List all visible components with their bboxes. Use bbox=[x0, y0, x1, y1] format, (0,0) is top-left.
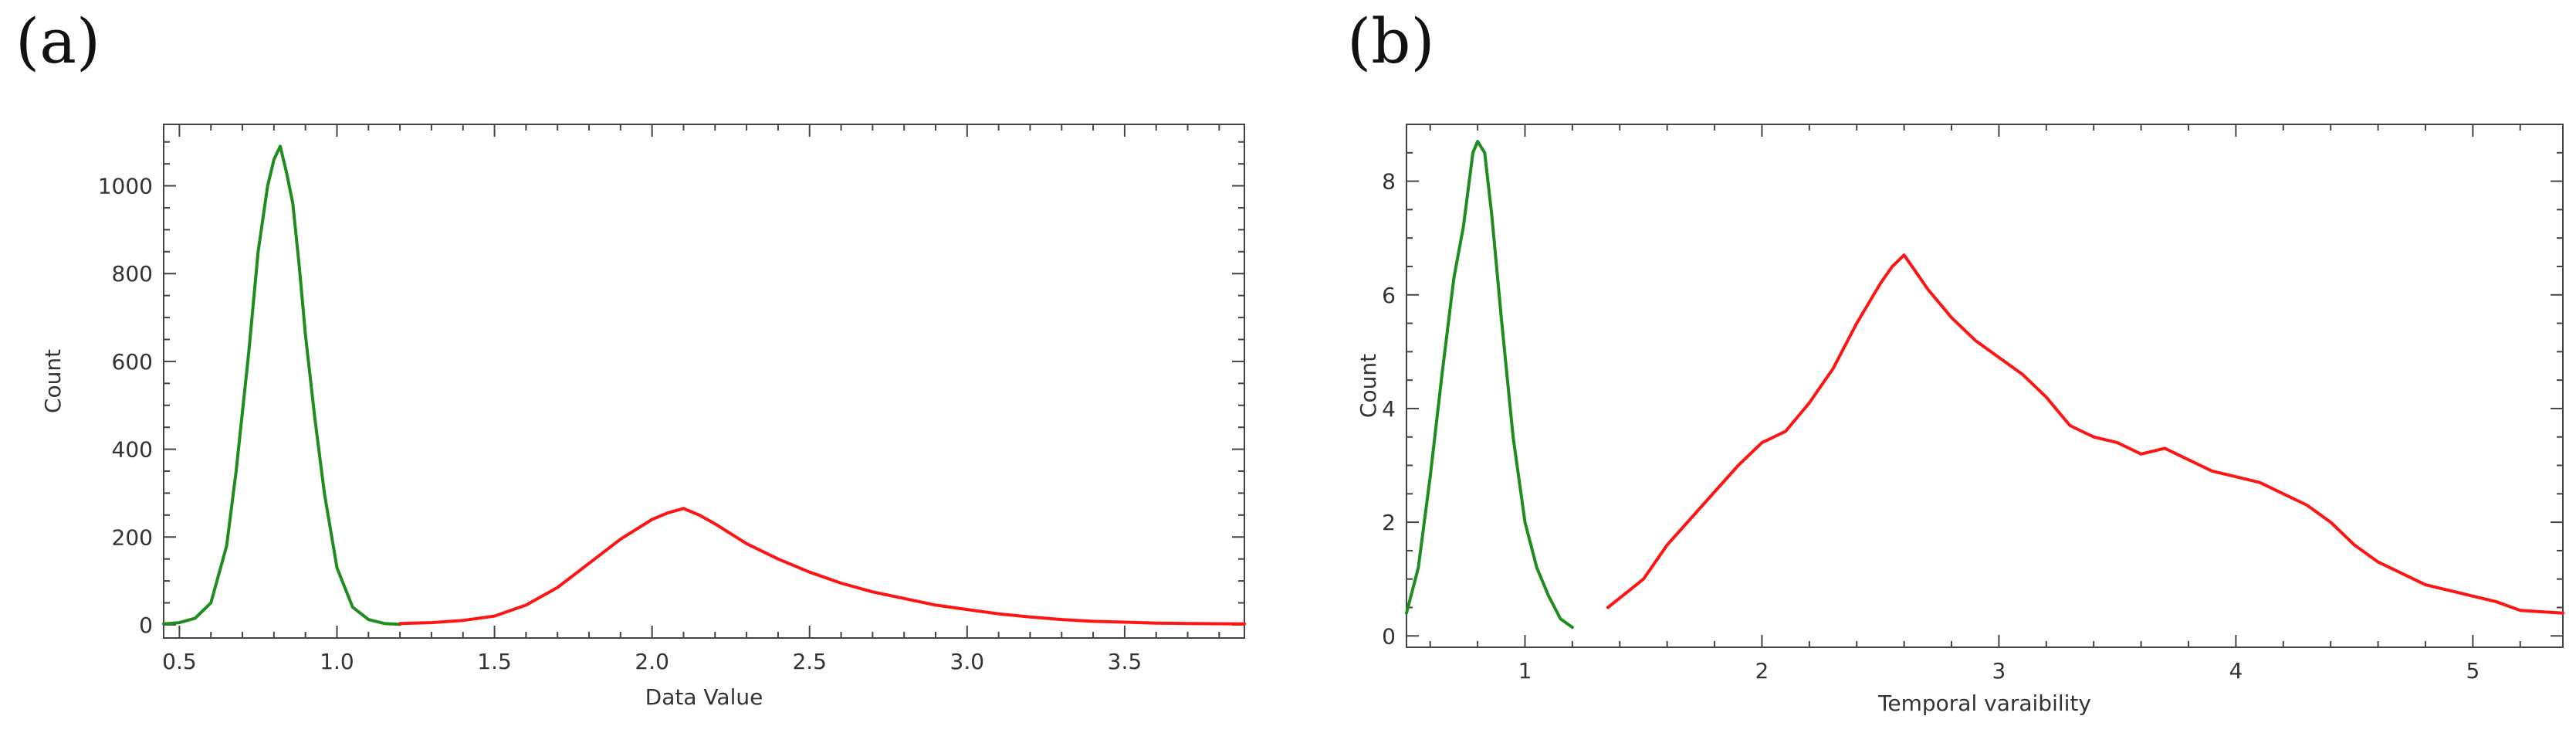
x-tick-label: 2.0 bbox=[635, 649, 669, 674]
x-tick-label: 1 bbox=[1518, 658, 1532, 684]
x-tick-label: 3.5 bbox=[1108, 649, 1142, 674]
y-tick-label: 600 bbox=[112, 349, 153, 375]
series-line-green bbox=[162, 144, 402, 626]
series-line-green bbox=[1405, 140, 1574, 629]
x-tick-label: 4 bbox=[2229, 658, 2243, 684]
panel-label-a: (a) bbox=[15, 5, 101, 77]
y-tick-label: 800 bbox=[112, 261, 153, 287]
y-tick-label: 2 bbox=[1382, 510, 1396, 535]
x-tick-label: 5 bbox=[2466, 658, 2480, 684]
y-tick-label: 4 bbox=[1382, 396, 1396, 422]
y-tick-label: 200 bbox=[112, 524, 153, 550]
x-tick-label: 1.0 bbox=[320, 649, 354, 674]
x-tick-label: 0.5 bbox=[162, 649, 197, 674]
y-tick-label: 400 bbox=[112, 437, 153, 463]
y-axis-label: Count bbox=[1356, 354, 1381, 418]
series-line-red bbox=[398, 507, 1246, 626]
panel-label-b: (b) bbox=[1347, 5, 1435, 77]
x-axis-label: Data Value bbox=[645, 684, 763, 710]
x-tick-label: 2 bbox=[1755, 658, 1769, 684]
x-tick-label: 1.5 bbox=[477, 649, 512, 674]
plot-frame bbox=[1406, 124, 2564, 648]
x-tick-label: 3 bbox=[1992, 658, 2006, 684]
y-axis-label: Count bbox=[40, 349, 66, 413]
x-tick-label: 2.5 bbox=[792, 649, 827, 674]
y-tick-label: 1000 bbox=[98, 174, 153, 199]
series-line-red bbox=[1606, 253, 2564, 615]
x-tick-label: 3.0 bbox=[950, 649, 985, 674]
y-tick-label: 6 bbox=[1382, 283, 1396, 308]
y-tick-label: 8 bbox=[1382, 169, 1396, 195]
y-tick-label: 0 bbox=[139, 613, 153, 638]
x-axis-label: Temporal varaibility bbox=[1877, 691, 2091, 716]
plot-frame bbox=[163, 124, 1245, 639]
y-tick-label: 0 bbox=[1382, 623, 1396, 649]
